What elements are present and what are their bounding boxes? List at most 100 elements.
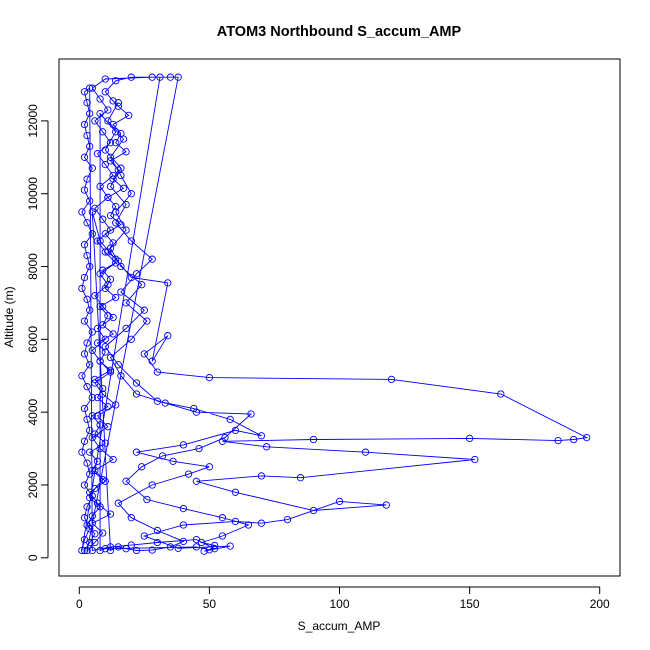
data-point	[127, 514, 135, 522]
data-point	[83, 383, 91, 391]
data-point	[127, 237, 135, 245]
data-point	[104, 312, 112, 320]
data-point	[83, 459, 91, 467]
data-point	[86, 306, 94, 314]
data-point	[104, 281, 112, 289]
data-point	[83, 521, 91, 529]
data-point	[99, 529, 107, 537]
data-point	[309, 435, 318, 444]
data-point	[122, 477, 130, 485]
y-axis: 0 2000 4000 6000 8000 10000 12000	[26, 104, 49, 561]
data-point	[125, 111, 133, 120]
data-point	[88, 328, 96, 336]
data-point	[221, 433, 229, 442]
data-point	[166, 543, 175, 551]
data-point	[200, 547, 208, 555]
data-point	[127, 73, 135, 81]
data-point	[93, 393, 102, 402]
data-point	[132, 390, 141, 398]
data-point	[109, 313, 117, 322]
data-point	[99, 128, 107, 136]
data-point	[101, 545, 109, 553]
data-point	[112, 259, 120, 267]
data-point	[80, 514, 89, 522]
data-point	[153, 368, 162, 376]
data-point	[387, 375, 396, 384]
data-point	[96, 444, 104, 453]
data-point	[86, 197, 94, 205]
data-point	[91, 375, 99, 384]
data-point	[164, 279, 172, 287]
data-point	[140, 532, 148, 540]
data-point	[101, 146, 109, 154]
data-point	[114, 99, 122, 107]
data-point	[138, 463, 146, 471]
data-point	[101, 75, 109, 83]
data-point	[101, 88, 109, 96]
data-point	[93, 150, 102, 158]
data-point	[83, 415, 91, 424]
data-point	[106, 368, 115, 376]
data-point	[109, 330, 117, 338]
data-point	[153, 538, 162, 547]
data-point	[122, 545, 130, 553]
data-point	[80, 350, 89, 358]
data-point	[226, 542, 234, 550]
data-point	[257, 472, 266, 480]
data-point	[93, 412, 102, 420]
data-point	[96, 109, 104, 118]
data-point	[143, 317, 151, 325]
data-point	[117, 221, 125, 229]
data-point	[117, 171, 125, 180]
data-point	[231, 426, 240, 435]
data-point	[179, 504, 188, 513]
series-line	[81, 76, 589, 552]
data-point	[132, 546, 141, 555]
data-point	[96, 270, 104, 278]
data-point	[184, 470, 193, 478]
data-point	[148, 481, 156, 489]
data-point	[361, 448, 370, 456]
data-point	[197, 538, 206, 547]
data-point	[132, 270, 141, 278]
data-point	[192, 543, 201, 551]
data-point	[96, 357, 104, 365]
data-point	[106, 244, 115, 252]
data-point	[80, 546, 89, 555]
data-point	[88, 346, 96, 354]
data-point	[101, 348, 109, 356]
data-point	[554, 436, 562, 445]
data-point	[106, 182, 115, 191]
data-point	[205, 373, 214, 382]
data-point	[86, 448, 94, 456]
data-point	[497, 390, 505, 398]
data-point	[91, 538, 99, 547]
data-point	[86, 142, 94, 151]
data-point	[106, 157, 115, 165]
data-point	[153, 397, 162, 405]
data-point	[210, 541, 219, 550]
x-axis-label: S_accum_AMP	[298, 619, 381, 633]
data-point	[127, 190, 135, 198]
data-point	[101, 342, 109, 351]
data-point	[78, 546, 86, 555]
data-point	[148, 357, 156, 365]
data-point	[143, 495, 151, 504]
data-point	[101, 248, 109, 256]
data-point	[96, 302, 104, 311]
x-axis: 0 50 100 150 200	[76, 586, 610, 611]
y-tick-label: 2000	[26, 471, 40, 498]
data-point	[117, 262, 125, 271]
data-point	[91, 117, 99, 125]
data-point	[112, 293, 120, 302]
data-point	[101, 439, 109, 447]
data-point	[91, 530, 99, 538]
data-point	[101, 335, 109, 343]
data-point	[80, 241, 89, 249]
data-point	[114, 102, 122, 110]
data-point	[109, 175, 117, 183]
data-series	[78, 73, 591, 555]
data-point	[112, 401, 120, 409]
data-point	[106, 543, 115, 551]
data-point	[164, 332, 172, 340]
